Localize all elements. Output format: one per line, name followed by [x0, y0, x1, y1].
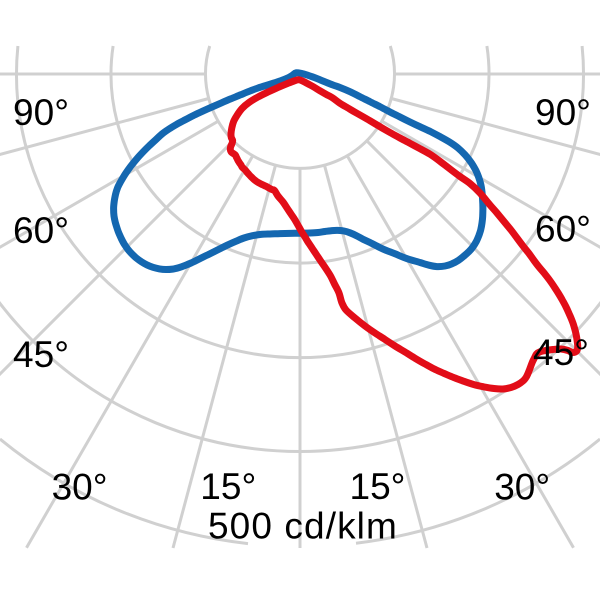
svg-text:30°: 30° — [52, 467, 108, 508]
svg-text:45°: 45° — [533, 332, 589, 373]
svg-text:90°: 90° — [13, 92, 69, 133]
svg-text:15°: 15° — [350, 466, 406, 507]
svg-text:60°: 60° — [13, 210, 69, 251]
svg-text:60°: 60° — [535, 209, 591, 250]
svg-text:45°: 45° — [13, 334, 69, 375]
svg-text:15°: 15° — [200, 466, 256, 507]
svg-text:90°: 90° — [535, 92, 591, 133]
svg-text:30°: 30° — [494, 467, 550, 508]
svg-text:500 cd/klm: 500 cd/klm — [208, 506, 398, 547]
